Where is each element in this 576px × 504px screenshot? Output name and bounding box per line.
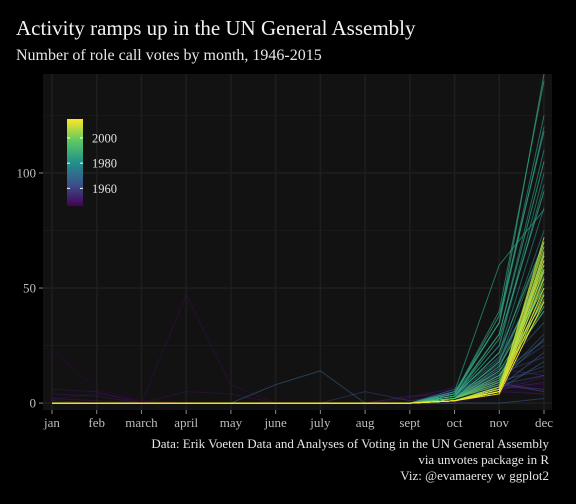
x-tick-label: aug	[356, 415, 375, 430]
x-tick-label: july	[309, 415, 331, 430]
x-tick-label: dec	[535, 415, 553, 430]
series-line-2015	[52, 301, 545, 404]
x-axis: jan feb march april may june july aug sept oct nov…	[43, 410, 553, 430]
x-tick-label: nov	[490, 415, 510, 430]
plot-panel	[43, 74, 552, 410]
x-tick-label: april	[174, 415, 198, 430]
y-tick-label: 0	[30, 396, 37, 411]
x-tick-label: sept	[399, 415, 420, 430]
x-tick-label: feb	[88, 415, 105, 430]
legend-label-1980: 1980	[92, 157, 117, 171]
caption-line-package: via unvotes package in R	[418, 452, 549, 467]
y-axis: 0 50 100	[17, 165, 43, 411]
legend-label-2000: 2000	[92, 131, 117, 145]
caption: Data: Erik Voeten Data and Analyses of V…	[151, 436, 549, 484]
x-tick-label: march	[125, 415, 158, 430]
x-tick-label: june	[263, 415, 287, 430]
series-lines	[51, 74, 545, 404]
chart-subtitle: Number of role call votes by month, 1946…	[16, 47, 322, 64]
y-tick-label: 100	[17, 165, 37, 180]
x-tick-label: jan	[43, 415, 60, 430]
caption-line-credit: Viz: @evamaerey w ggplot2	[400, 468, 549, 483]
caption-line-source: Data: Erik Voeten Data and Analyses of V…	[151, 436, 549, 451]
color-legend: 1960 1980 2000	[67, 119, 117, 206]
y-tick-label: 50	[23, 281, 36, 296]
legend-label-1960: 1960	[92, 182, 117, 196]
grid-minor	[43, 114, 552, 347]
chart-title: Activity ramps up in the UN General Asse…	[16, 16, 416, 40]
x-tick-label: oct	[447, 415, 463, 430]
legend-colorbar	[67, 119, 83, 206]
x-tick-label: may	[220, 415, 243, 430]
